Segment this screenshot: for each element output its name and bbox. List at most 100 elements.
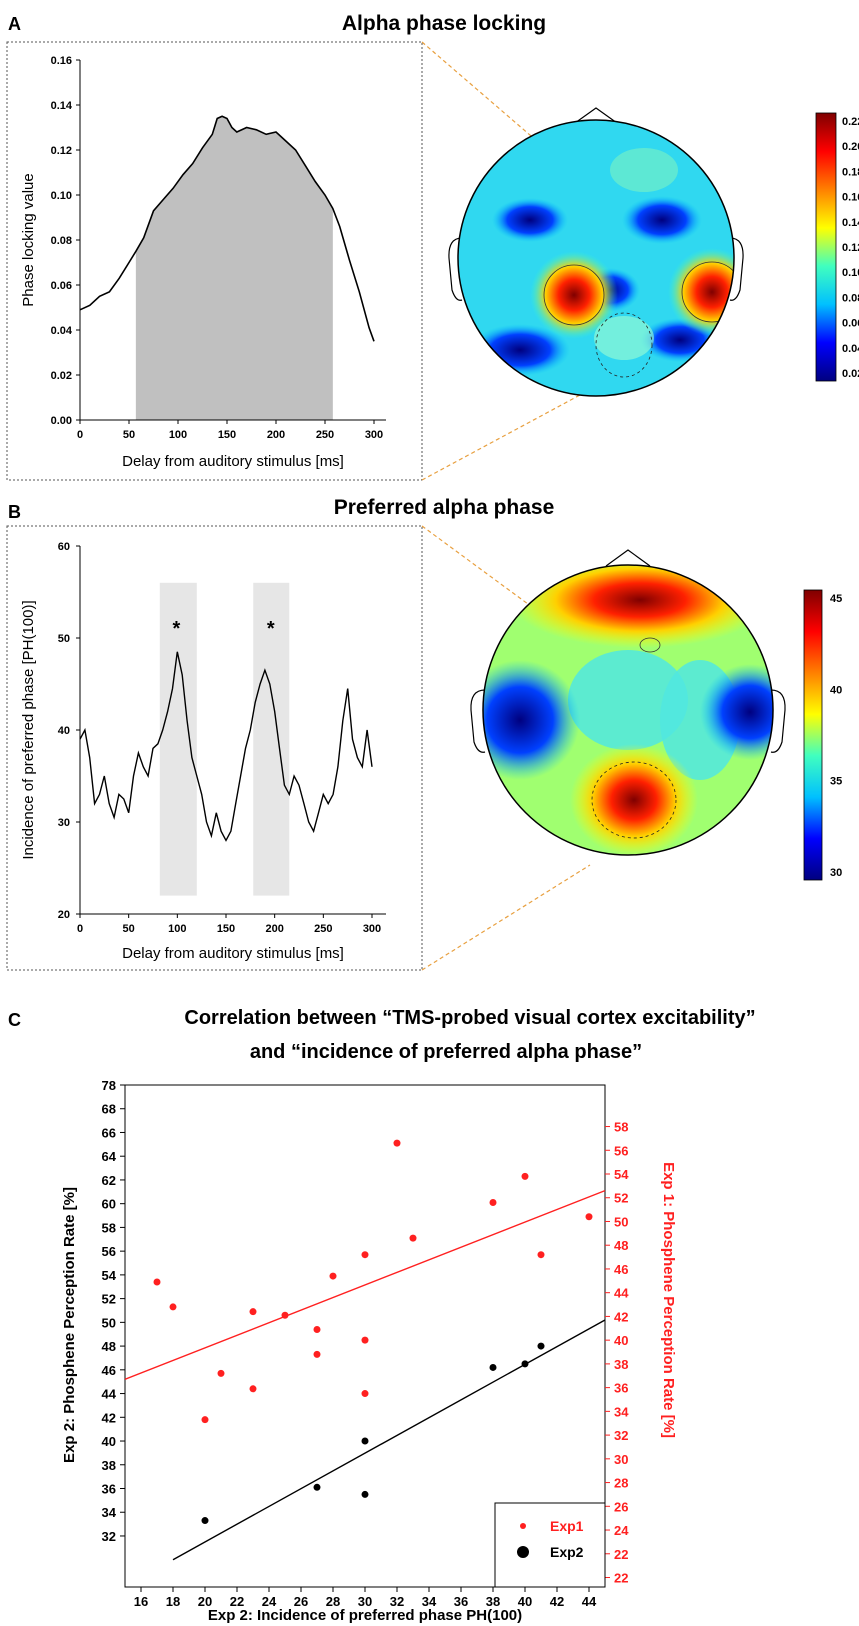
topomap-b-right-ear [770, 689, 786, 753]
colorbar-a-tick-label: 0.02 [842, 368, 859, 380]
topomap-b-head [482, 564, 774, 856]
b-y-axis-label: Incidence of preferred phase [PH(100)] [20, 600, 37, 859]
colorbar-a-tick-label: 0.14 [842, 217, 859, 229]
b-x-axis-label: Delay from auditory stimulus [ms] [122, 945, 344, 962]
c-y-right-tick-label: 56 [614, 1143, 628, 1158]
c-y-left-tick-label: 40 [102, 1434, 116, 1449]
c-point-exp2 [537, 1342, 545, 1350]
c-point-exp1 [537, 1251, 545, 1259]
c-y-right-tick-label: 36 [614, 1381, 628, 1396]
a-x-axis-label: Delay from auditory stimulus [ms] [122, 453, 344, 470]
c-point-exp1 [361, 1336, 369, 1344]
c-x-tick-label: 16 [134, 1594, 148, 1609]
colorbar-a-tick-label: 0.10 [842, 267, 859, 279]
panel-a-letter: A [8, 14, 21, 34]
c-point-exp1 [281, 1311, 289, 1319]
c-x-tick-label: 36 [454, 1594, 468, 1609]
c-y-right-tick-label: 40 [614, 1333, 628, 1348]
a-x-tick-label: 150 [218, 429, 236, 441]
b-x-tick-label: 200 [265, 923, 283, 935]
colorbar-a-tick-label: 0.18 [842, 166, 859, 178]
colorbar-b-tick-label: 40 [830, 684, 842, 696]
c-legend-marker-exp1 [520, 1523, 526, 1529]
colorbar-a: 0.22 0.20 0.18 0.16 0.14 0.12 0.10 0.08 0.06 0.04… [815, 112, 859, 382]
c-point-exp1 [329, 1272, 337, 1280]
c-x-tick-label: 38 [486, 1594, 500, 1609]
c-y-right-tick-label: 28 [614, 1476, 628, 1491]
colorbar-a-tick-label: 0.20 [842, 141, 859, 153]
a-x-tick-label: 50 [123, 429, 135, 441]
c-x-tick-label: 30 [358, 1594, 372, 1609]
a-y-tick-label: 0.08 [51, 235, 72, 247]
c-x-tick-label: 24 [262, 1594, 277, 1609]
c-y-right-tick-label: 38 [614, 1357, 628, 1372]
b-series-line [79, 651, 373, 842]
c-y-right-tick-label: 30 [614, 1452, 628, 1467]
c-point-exp2 [201, 1517, 209, 1525]
c-y-left-tick-label: 38 [102, 1458, 116, 1473]
c-point-exp1 [361, 1390, 369, 1398]
b-highlight-band [253, 582, 290, 896]
panel-b: B Preferred alpha phase 20 30 40 50 60 0 50 100… [6, 496, 842, 971]
c-point-exp1 [249, 1308, 257, 1316]
a-y-tick-label: 0.00 [51, 415, 72, 427]
c-y-right-tick-label: 48 [614, 1238, 628, 1253]
b-x-tick-label: 0 [77, 923, 83, 935]
a-shaded-area [135, 116, 333, 421]
panel-c-title-line1: Correlation between “TMS-probed visual c… [184, 1007, 755, 1029]
panel-a-title: Alpha phase locking [342, 12, 546, 35]
c-y-left-tick-label: 32 [102, 1529, 116, 1544]
colorbar-b-tick-label: 30 [830, 867, 842, 879]
c-point-exp2 [361, 1437, 369, 1445]
c-y-right-tick-label: 26 [614, 1499, 628, 1514]
c-y-left-tick-label: 78 [102, 1078, 116, 1093]
a-y-tick-label: 0.14 [51, 100, 73, 112]
c-legend-box [494, 1502, 606, 1588]
b-significance-marker: * [267, 618, 275, 640]
c-y-right-tick-label: 24 [614, 1523, 629, 1538]
a-y-tick-label: 0.06 [51, 280, 72, 292]
c-y-right-tick-label: 58 [614, 1120, 628, 1135]
c-y-left-tick-label: 58 [102, 1220, 116, 1235]
colorbar-b-bar [803, 589, 823, 881]
c-y-left-tick-label: 60 [102, 1197, 116, 1212]
c-x-tick-label: 44 [582, 1594, 597, 1609]
c-y-right-tick-label: 54 [614, 1167, 629, 1182]
topomap-a [448, 107, 744, 397]
panel-b-letter: B [8, 502, 21, 522]
chart-a: 0.00 0.02 0.04 0.06 0.08 0.10 0.12 0.14 0.16 0 50 1… [20, 55, 386, 470]
c-y-axis-label-right: Exp 1: Phosphene Perception Rate [%] [660, 1162, 677, 1438]
colorbar-a-tick-label: 0.04 [842, 343, 859, 355]
panel-a-frame [6, 41, 423, 481]
c-point-exp1 [489, 1198, 497, 1206]
c-y-left-tick-label: 44 [102, 1387, 117, 1402]
colorbar-b-tick-label: 45 [830, 593, 842, 605]
c-y-right-tick-label: 22 [614, 1571, 628, 1586]
b-x-tick-label: 150 [217, 923, 235, 935]
c-point-exp2 [521, 1360, 529, 1368]
c-y-left-tick-label: 62 [102, 1173, 116, 1188]
c-point-exp1 [217, 1369, 225, 1377]
c-y-right-tick-label: 32 [614, 1428, 628, 1443]
colorbar-a-tick-label: 0.12 [842, 242, 859, 254]
c-point-exp1 [521, 1172, 529, 1180]
c-x-tick-label: 34 [422, 1594, 437, 1609]
c-y-right-tick-label: 52 [614, 1191, 628, 1206]
a-connector-top [421, 41, 546, 149]
a-y-tick-label: 0.10 [51, 190, 72, 202]
c-y-left-tick-label: 42 [102, 1410, 116, 1425]
a-y-tick-label: 0.12 [51, 145, 72, 157]
c-point-exp1 [313, 1350, 321, 1358]
a-y-axis-label: Phase locking value [20, 173, 37, 306]
b-significance-marker: * [172, 618, 180, 640]
c-x-tick-label: 42 [550, 1594, 564, 1609]
c-point-exp2 [489, 1363, 497, 1371]
c-y-left-tick-label: 64 [102, 1149, 117, 1164]
colorbar-b: 45 40 35 30 [803, 589, 842, 881]
c-legend-label-exp2: Exp2 [550, 1544, 584, 1560]
c-y-axis-label-left: Exp 2: Phosphene Perception Rate [%] [61, 1187, 78, 1463]
c-y-right-tick-label: 50 [614, 1214, 628, 1229]
c-y-right-tick-label: 34 [614, 1404, 629, 1419]
b-y-tick-label: 60 [58, 541, 70, 553]
colorbar-a-tick-label: 0.16 [842, 192, 859, 204]
